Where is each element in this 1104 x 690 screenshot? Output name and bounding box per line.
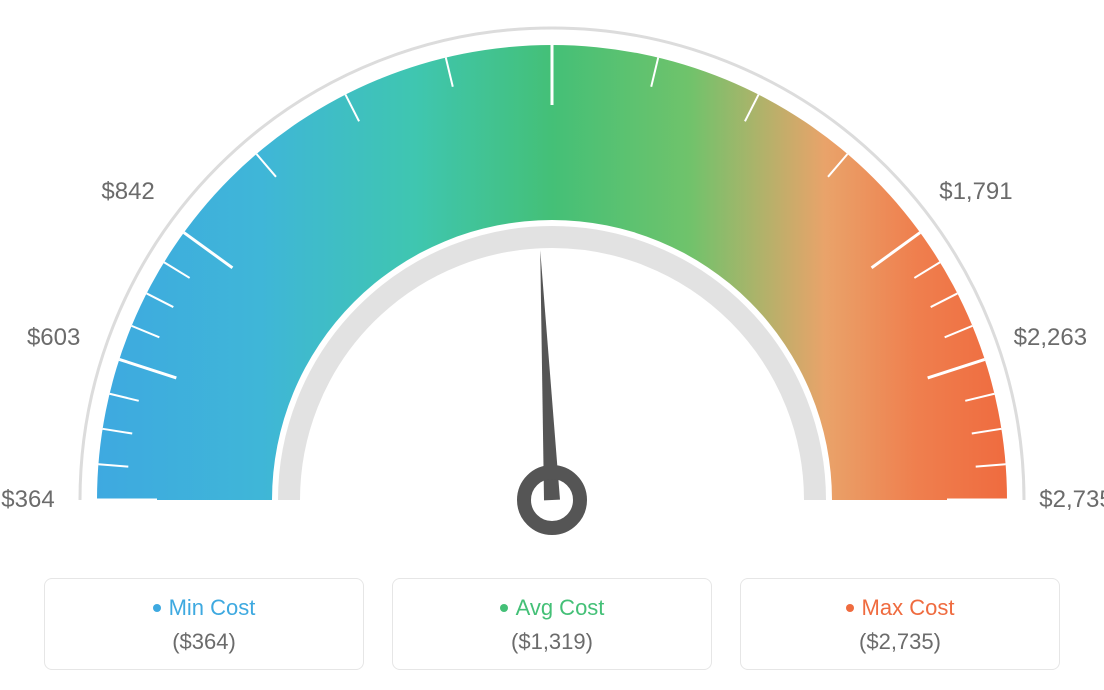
legend-card-min: Min Cost ($364) <box>44 578 364 670</box>
gauge-tick-label: $2,263 <box>1014 324 1087 352</box>
legend-title-min: Min Cost <box>153 595 256 621</box>
gauge-tick-label: $842 <box>101 178 154 206</box>
legend-dot-max <box>846 604 854 612</box>
gauge-tick-label: $1,791 <box>939 178 1012 206</box>
legend-label-min: Min Cost <box>169 595 256 621</box>
legend-card-avg: Avg Cost ($1,319) <box>392 578 712 670</box>
gauge-tick-label: $364 <box>1 486 54 514</box>
legend-value-min: ($364) <box>57 629 351 655</box>
gauge-tick-label: $2,735 <box>1039 486 1104 514</box>
legend-value-avg: ($1,319) <box>405 629 699 655</box>
gauge-svg <box>0 0 1104 560</box>
cost-gauge-chart: $364$603$842$1,319$1,791$2,263$2,735 <box>0 0 1104 560</box>
legend-label-avg: Avg Cost <box>516 595 605 621</box>
legend-value-max: ($2,735) <box>753 629 1047 655</box>
legend-title-avg: Avg Cost <box>500 595 605 621</box>
legend-title-max: Max Cost <box>846 595 955 621</box>
legend-label-max: Max Cost <box>862 595 955 621</box>
gauge-tick-label: $603 <box>27 324 80 352</box>
legend-card-max: Max Cost ($2,735) <box>740 578 1060 670</box>
legend-dot-avg <box>500 604 508 612</box>
legend-dot-min <box>153 604 161 612</box>
legend-row: Min Cost ($364) Avg Cost ($1,319) Max Co… <box>0 578 1104 670</box>
